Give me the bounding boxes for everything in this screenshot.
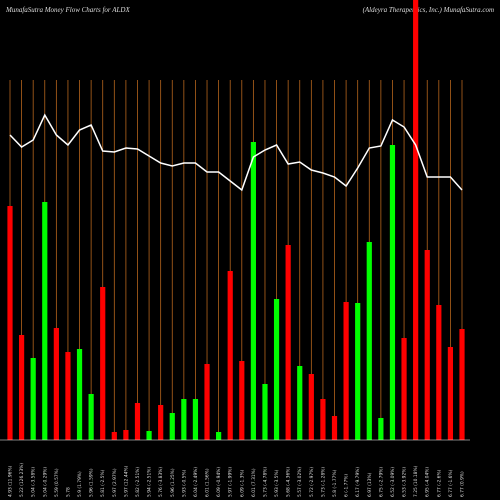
plot: 4.93 (11.96%) 5.22 (126.23%) 5.04 (-3.58%)… (0, 0, 470, 497)
bar (227, 271, 233, 440)
x-tick-label: 6.01 (1.56%) (205, 468, 211, 497)
x-tick-label: 6.04 (-2.49%) (193, 467, 199, 497)
x-tick-label: 5.96 (1.59%) (89, 468, 95, 497)
x-tick-label: 6.77 (-1.6%) (448, 469, 454, 497)
x-tick-label: 5.04 (-0.29%) (42, 467, 48, 497)
x-tick-label: 6.97 (13%) (367, 472, 373, 497)
bar (30, 358, 36, 440)
bar (273, 299, 280, 440)
x-tick-label: 6.09 (-1.3%) (239, 469, 245, 497)
bar (343, 302, 349, 440)
bar (7, 206, 13, 440)
bar (53, 328, 59, 440)
chart-subtitle: (Aldeyra Therapeutics, Inc.) MunafaSutra… (363, 6, 494, 14)
x-tick-label: 5.82 (-2.51%) (135, 467, 141, 497)
x-tick-label: 6.53 (-3.92%) (402, 467, 408, 497)
x-tick-label: 5.57 (-3.02%) (297, 467, 303, 497)
x-tick-label: 6.95 (-4.04%) (425, 467, 431, 497)
x-tick-label: 5.94 (-2.51%) (147, 467, 153, 497)
x-tick-label: 5.9 (1.79%) (77, 471, 83, 497)
bar (389, 145, 396, 440)
bar (285, 245, 291, 440)
bar (146, 431, 152, 440)
price-line (9, 113, 463, 192)
bar (88, 394, 94, 440)
bar (320, 399, 326, 440)
bar (366, 242, 372, 440)
bar (169, 413, 175, 440)
x-tick-label: 6.09 (-0.94%) (216, 467, 222, 497)
x-tick-label: 6.17 (-9.79%) (355, 467, 361, 497)
bar (459, 329, 465, 440)
bar (111, 432, 117, 440)
bar (100, 287, 106, 440)
bar (123, 430, 129, 440)
bar (134, 403, 141, 440)
x-tick-label: 5.93 (-0.5%) (181, 469, 187, 497)
x-tick-label: 6.01 (7.31%) (251, 468, 257, 497)
bar (447, 347, 454, 440)
x-tick-label: 5.97 (2.97%) (112, 468, 118, 497)
x-tick-label: 5.73 (-4.78%) (262, 467, 268, 497)
x-tick-label: 7.25 (10.18%) (413, 465, 419, 497)
bar (262, 384, 268, 440)
bar (76, 349, 83, 440)
bar (297, 366, 303, 440)
x-tick-label: 5.96 (1.25%) (170, 468, 176, 497)
x-tick-label: 5.97 (-1.99%) (228, 467, 234, 497)
bar (424, 250, 430, 440)
x-tick-label: 5.73 (-1.28%) (320, 467, 326, 497)
x-tick-label: 5.76 (-3.83%) (158, 467, 164, 497)
x-tick-label: 6 (-1.77%) (344, 474, 350, 497)
bar (65, 352, 71, 440)
bar (181, 399, 187, 440)
x-tick-label: 4.93 (11.96%) (8, 465, 14, 497)
x-tick-label: 6.77 (-2.6%) (436, 469, 442, 497)
bar (436, 305, 442, 440)
bar (308, 374, 314, 440)
x-tick-label: 5.93 (-3.5%) (274, 469, 280, 497)
x-tick-label: 5.8 (-1.77%) (332, 469, 338, 497)
bar (216, 432, 222, 440)
bar (158, 405, 164, 440)
x-tick-label: 5.78 (65, 487, 71, 497)
x-tick-label: 5.04 (-3.58%) (31, 467, 37, 497)
x-tick-label: 6.52 (-3.09%) (390, 467, 396, 497)
x-tick-label: 6.75 (-2.79%) (378, 467, 384, 497)
bar (355, 303, 361, 440)
bar (331, 416, 338, 440)
x-tick-label: 5.72 (-2.97%) (309, 467, 315, 497)
x-tick-label: 5.97 (12.44%) (123, 465, 129, 497)
chart-title: MunafaSutra Money Flow Charts for ALDX (5, 6, 130, 14)
bar (250, 142, 256, 440)
x-tick-label: 5.68 (-4.36%) (286, 467, 292, 497)
bar (192, 399, 199, 440)
bar (18, 335, 25, 440)
x-tick-label: 5.22 (126.23%) (19, 463, 25, 497)
bar (413, 0, 419, 440)
x-tick-label: 5.59 (0.57%) (54, 468, 60, 497)
bar (378, 418, 384, 440)
bar (204, 364, 210, 440)
bar (42, 202, 48, 440)
x-tick-label: 5.81 (-2.5%) (100, 469, 106, 497)
x-tick-label: 6.77 (0.9%) (460, 471, 466, 497)
bar (401, 338, 407, 440)
bar (239, 361, 245, 440)
